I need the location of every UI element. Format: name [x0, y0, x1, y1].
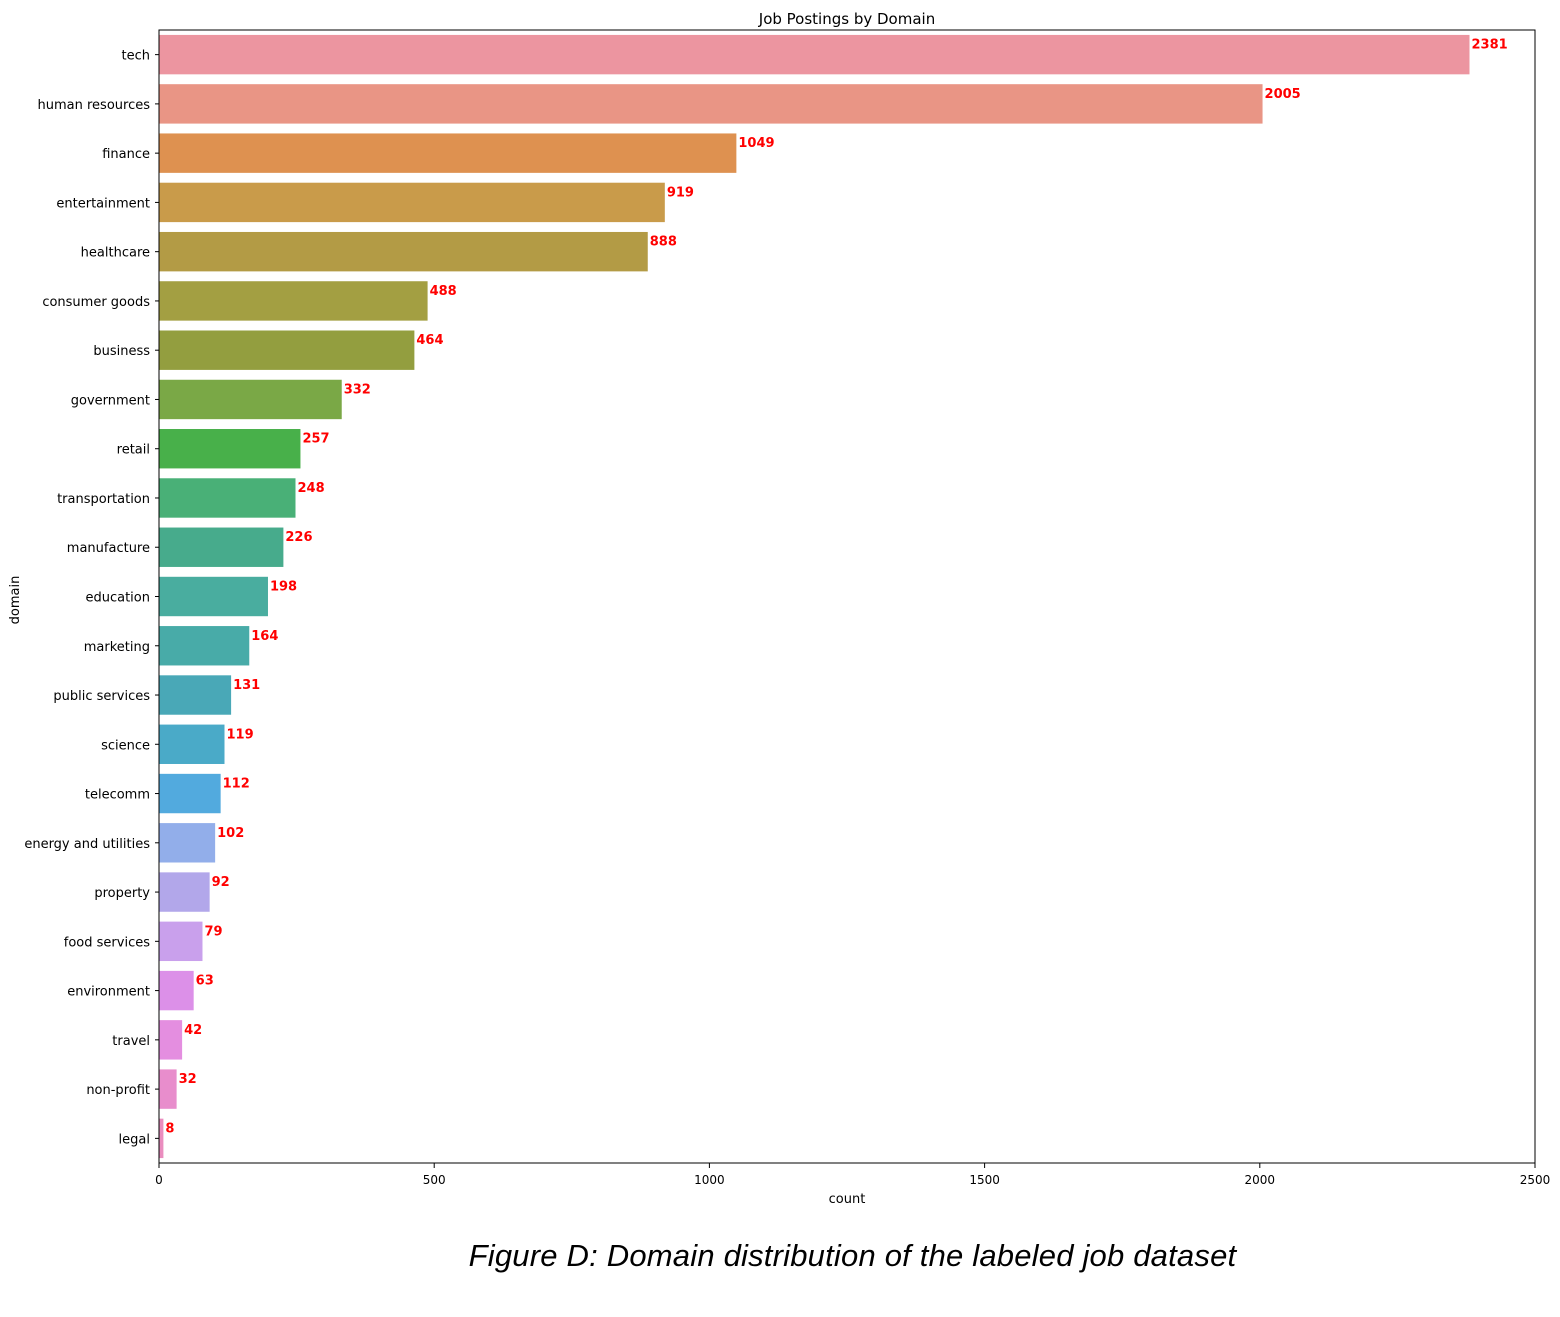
bar-healthcare	[159, 231, 648, 272]
y-tick-label: public services	[53, 689, 150, 704]
x-tick-label: 500	[423, 1173, 446, 1187]
value-label: 63	[196, 974, 214, 989]
value-label: 332	[344, 382, 371, 397]
x-axis-ticks: 0 500 1000 1500 2000 2500	[155, 1163, 1550, 1187]
chart-title: Job Postings by Domain	[758, 10, 935, 28]
bar-retail	[159, 429, 301, 469]
value-label: 112	[223, 777, 250, 792]
y-tick-label: finance	[102, 147, 150, 162]
y-tick-label: retail	[117, 443, 150, 458]
figure-caption: Figure D: Domain distribution of the lab…	[468, 1238, 1237, 1273]
y-tick-label: consumer goods	[42, 295, 150, 310]
bar-government	[159, 379, 342, 420]
value-label: 119	[226, 727, 253, 742]
bar-chart: Job Postings by Domain tech human resourc…	[8, 10, 1550, 1207]
x-tick-label: 2000	[1245, 1173, 1276, 1187]
value-label: 92	[212, 875, 230, 890]
value-label: 131	[233, 678, 260, 693]
x-tick-label: 1500	[969, 1173, 1000, 1187]
value-label: 8	[165, 1121, 174, 1136]
bar-marketing	[159, 626, 250, 666]
bar-food-services	[159, 921, 203, 962]
y-tick-label: tech	[122, 49, 150, 64]
value-label: 42	[184, 1023, 202, 1038]
y-tick-label: business	[93, 344, 150, 359]
bar-telecomm	[159, 773, 221, 814]
value-label: 79	[204, 924, 222, 939]
bar-environment	[159, 970, 194, 1011]
value-label: 248	[297, 481, 324, 496]
value-label: 888	[650, 235, 677, 250]
y-tick-label: legal	[119, 1132, 150, 1147]
value-label: 488	[430, 284, 457, 299]
bar-property	[159, 872, 210, 912]
y-tick-label: environment	[67, 985, 150, 1000]
bar-manufacture	[159, 527, 284, 567]
y-tick-label: healthcare	[81, 246, 150, 261]
y-tick-label: travel	[112, 1034, 150, 1049]
y-tick-label: education	[85, 591, 150, 606]
bar-entertainment	[159, 182, 665, 223]
bar-science	[159, 724, 225, 764]
value-label: 919	[667, 185, 694, 200]
bar-consumer-goods	[159, 281, 428, 321]
y-tick-label: government	[71, 393, 150, 408]
y-tick-label: marketing	[84, 640, 150, 655]
value-labels: 2381 2005 1049 919 888 488 464 332 257 248 226 198 1…	[165, 38, 1507, 1137]
plot-frame	[158, 29, 1536, 1164]
value-label: 226	[285, 530, 312, 545]
bar-transportation	[159, 478, 296, 518]
bar-tech	[159, 34, 1470, 75]
value-label: 198	[270, 580, 297, 595]
x-axis-label: count	[829, 1192, 866, 1207]
value-label: 1049	[738, 136, 774, 151]
bar-travel	[159, 1020, 183, 1060]
value-label: 102	[217, 826, 244, 841]
x-tick-label: 1000	[694, 1173, 725, 1187]
value-label: 164	[251, 629, 278, 644]
value-label: 32	[179, 1072, 197, 1087]
bar-education	[159, 576, 268, 617]
bars-group	[159, 34, 1470, 1159]
x-tick-label: 2500	[1520, 1173, 1551, 1187]
value-label: 464	[416, 333, 443, 348]
y-tick-label: science	[101, 738, 150, 753]
bar-business	[159, 330, 415, 370]
bar-public-services	[159, 675, 232, 715]
bar-non-profit	[159, 1069, 177, 1109]
bar-human-resources	[159, 84, 1263, 124]
y-tick-label: telecomm	[85, 788, 150, 803]
y-tick-label: human resources	[38, 98, 151, 113]
bar-energy-and-utilities	[159, 823, 216, 863]
y-tick-label: energy and utilities	[24, 837, 150, 852]
bar-legal	[159, 1118, 164, 1159]
y-tick-labels: tech human resources finance entertainment h…	[24, 49, 159, 1147]
bar-finance	[159, 133, 737, 173]
y-tick-label: non-profit	[86, 1083, 150, 1098]
value-label: 257	[302, 432, 329, 447]
y-tick-label: property	[94, 886, 150, 901]
value-label: 2381	[1472, 38, 1508, 53]
y-tick-label: food services	[64, 935, 150, 950]
x-tick-label: 0	[155, 1173, 163, 1187]
y-tick-label: entertainment	[56, 196, 150, 211]
y-tick-label: transportation	[57, 492, 150, 507]
y-tick-label: manufacture	[67, 541, 150, 556]
value-label: 2005	[1265, 87, 1301, 102]
y-axis-label: domain	[8, 576, 23, 625]
